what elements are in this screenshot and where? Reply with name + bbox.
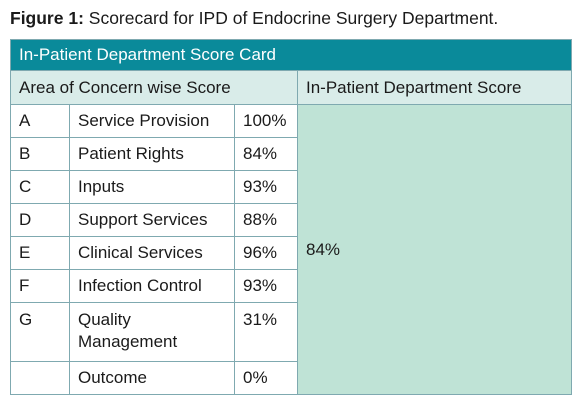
- area-name: Infection Control: [69, 269, 235, 303]
- area-score: 84%: [234, 137, 298, 171]
- area-score: 93%: [234, 269, 298, 303]
- figure-label: Figure 1:: [10, 8, 84, 28]
- table-row: Outcome 0%: [10, 361, 572, 395]
- table-row: F Infection Control 93%: [10, 269, 572, 303]
- area-code: E: [10, 236, 70, 270]
- scorecard-table: In-Patient Department Score Card Area of…: [9, 39, 573, 395]
- title-row: In-Patient Department Score Card: [9, 39, 573, 71]
- area-name: Quality Management: [69, 302, 235, 362]
- area-name: Patient Rights: [69, 137, 235, 171]
- figure-caption-text: Scorecard for IPD of Endocrine Surgery D…: [88, 8, 499, 28]
- area-score: 0%: [234, 361, 298, 395]
- area-code: A: [10, 104, 70, 138]
- table-row: C Inputs 93%: [10, 170, 572, 204]
- area-name: Support Services: [69, 203, 235, 237]
- area-code: C: [10, 170, 70, 204]
- header-row: Area of Concern wise Score In-Patient De…: [10, 70, 573, 105]
- area-score: 31%: [234, 302, 298, 362]
- area-score: 96%: [234, 236, 298, 270]
- area-code: [10, 361, 70, 395]
- figure-caption: Figure 1: Scorecard for IPD of Endocrine…: [10, 6, 578, 30]
- area-code: G: [10, 302, 70, 362]
- table-row: B Patient Rights 84%: [10, 137, 572, 171]
- table-row: A Service Provision 100% 84%: [10, 104, 573, 395]
- area-code: F: [10, 269, 70, 303]
- area-name: Inputs: [69, 170, 235, 204]
- scorecard-title: In-Patient Department Score Card: [9, 39, 573, 71]
- area-code: D: [10, 203, 70, 237]
- department-score-header: In-Patient Department Score: [296, 70, 573, 105]
- area-name: Service Provision: [69, 104, 235, 138]
- area-name: Outcome: [69, 361, 235, 395]
- area-score: 93%: [234, 170, 298, 204]
- area-name: Clinical Services: [69, 236, 235, 270]
- table-row: G Quality Management 31%: [10, 302, 572, 362]
- area-score: 88%: [234, 203, 298, 237]
- area-code: B: [10, 137, 70, 171]
- area-of-concern-header: Area of Concern wise Score: [10, 70, 298, 105]
- area-score: 100%: [234, 104, 298, 138]
- overall-department-score: 84%: [296, 104, 573, 395]
